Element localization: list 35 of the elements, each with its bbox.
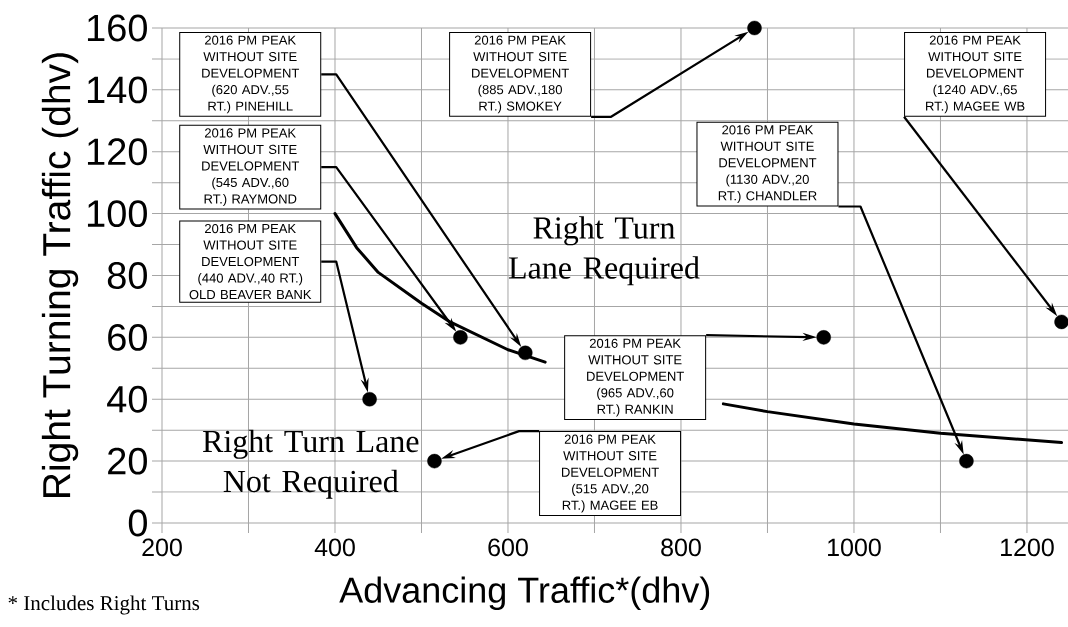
y-tick-label: 140 [87, 76, 147, 104]
annotation: Right Turn Lane Not Required [202, 429, 419, 499]
y-tick-label: 100 [87, 200, 147, 228]
point [518, 345, 533, 361]
x-tick-label: 1200 [1001, 538, 1054, 557]
point [453, 330, 468, 345]
annotation: Right Turn Lane Required [508, 216, 700, 286]
annotation: 2016 PM PEAK WITHOUT SITE DEVELOPMENT (1240 ADV.,65 RT.) MAGEE WB [926, 35, 1025, 114]
y-tick-label: 60 [108, 323, 147, 351]
text: * Includes Right Turns [8, 595, 200, 615]
point [959, 453, 974, 469]
point [816, 330, 831, 345]
annotation: 2016 PM PEAK WITHOUT SITE DEVELOPMENT (965 ADV.,60 RT.) RANKIN [587, 338, 684, 417]
annotation: 2016 PM PEAK WITHOUT SITE DEVELOPMENT (620 ADV.,55 RT.) PINEHILL [202, 35, 300, 114]
point [747, 20, 762, 36]
y-tick-label: 160 [87, 14, 147, 42]
y-tick-label: 40 [107, 385, 147, 413]
x-tick-label: 200 [142, 538, 182, 557]
x-tick-label: 1000 [828, 538, 881, 557]
point [427, 453, 442, 469]
annotation: 2016 PM PEAK WITHOUT SITE DEVELOPMENT (545 ADV.,60 RT.) RAYMOND [202, 128, 300, 207]
y-axis-title: Right Turning Traffic (dhv) [41, 53, 79, 497]
y-tick-label: 120 [87, 138, 147, 166]
y-tick-label: 20 [108, 447, 147, 475]
y-tick-label: 0 [128, 509, 147, 537]
point [362, 392, 377, 407]
x-tick-label: 600 [488, 538, 528, 557]
annotation: 2016 PM PEAK WITHOUT SITE DEVELOPMENT (1130 ADV.,20 RT.) CHANDLER [718, 125, 817, 204]
annotation: 2016 PM PEAK WITHOUT SITE DEVELOPMENT (885 ADV.,180 RT.) SMOKEY [472, 35, 569, 114]
y-tick-label: 80 [107, 262, 147, 289]
annotation: 2016 PM PEAK WITHOUT SITE DEVELOPMENT (440 ADV.,40 RT.) OLD BEAVER BANK [189, 223, 312, 300]
x-tick-label: 800 [661, 538, 701, 557]
x-axis-title: Advancing Traffic*(dhv) [339, 576, 710, 611]
x-tick-label: 400 [314, 538, 355, 557]
annotation: 2016 PM PEAK WITHOUT SITE DEVELOPMENT (515 ADV.,20 RT.) MAGEE EB [562, 434, 659, 513]
